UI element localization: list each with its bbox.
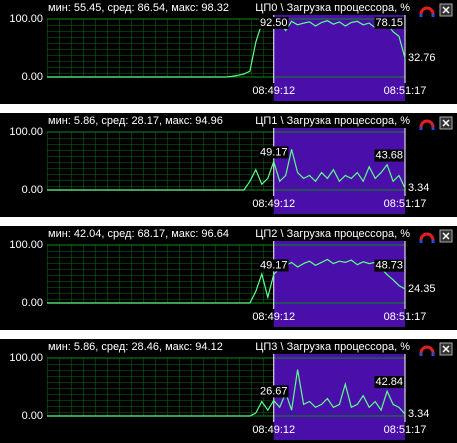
magnet-icon-red [419, 119, 435, 128]
value-label-background [374, 259, 404, 272]
y-tick-label: 0.00 [22, 184, 43, 196]
value-label-background [258, 259, 289, 272]
value-label: 26.67 [260, 385, 288, 397]
panel: 100.00 0.00 08:49:12 08:51:17 49.17 43.68 3.34… [0, 113, 457, 217]
y-tick-label: 100.00 [9, 13, 43, 25]
value-label-background [258, 146, 289, 159]
value-label-background [258, 385, 289, 398]
stats-text: мин: 5.86, сред: 28.46, макс: 94.12 [48, 341, 223, 353]
cpu-load-line [47, 258, 406, 304]
y-tick-label: 100.00 [9, 126, 43, 138]
value-label-background [407, 181, 431, 194]
panel-title: ЦП3 \ Загрузка процессора, % [255, 341, 410, 353]
value-label-background [374, 16, 404, 29]
cpu-load-line [47, 149, 406, 191]
stats-text: мин: 55.45, сред: 86.54, макс: 98.32 [48, 2, 229, 14]
cursor-region [273, 241, 405, 327]
x-tick-label: 08:49:12 [252, 424, 295, 436]
x-tick-label: 08:51:17 [384, 424, 427, 436]
magnet-icon-red [419, 6, 435, 15]
value-label-background [407, 51, 437, 64]
panel-title: ЦП1 \ Загрузка процессора, % [255, 115, 410, 127]
value-label-background [258, 16, 289, 29]
value-label: 78.15 [375, 17, 403, 29]
value-label: 49.17 [260, 146, 288, 158]
panel-title: ЦП0 \ Загрузка процессора, % [255, 2, 410, 14]
value-label: 48.73 [375, 260, 403, 272]
close-icon-cross [442, 6, 450, 14]
y-tick-label: 100.00 [9, 352, 43, 364]
value-label: 42.84 [375, 376, 403, 388]
x-tick-label: 08:49:12 [252, 311, 295, 323]
y-tick-label: 0.00 [22, 410, 43, 422]
value-label: 24.35 [408, 283, 436, 295]
x-tick-label: 08:51:17 [384, 198, 427, 210]
cpu-load-line [47, 369, 406, 417]
value-label: 92.50 [260, 17, 288, 29]
y-tick-label: 0.00 [22, 297, 43, 309]
y-tick-label: 0.00 [22, 71, 43, 83]
x-tick-label: 08:51:17 [384, 85, 427, 97]
value-label: 43.68 [375, 150, 403, 162]
magnet-icon-blue [419, 353, 435, 356]
x-tick-label: 08:51:17 [384, 311, 427, 323]
value-label-background [407, 282, 437, 295]
panel: 100.00 0.00 08:49:12 08:51:17 92.50 78.15 32.7… [0, 0, 457, 104]
x-tick-label: 08:49:12 [252, 85, 295, 97]
cursor-region [273, 128, 405, 214]
stats-text: мин: 42.04, сред: 68.17, макс: 96.64 [48, 228, 229, 240]
panel-title: ЦП2 \ Загрузка процессора, % [255, 228, 410, 240]
cpu-load-line [47, 20, 406, 78]
x-tick-label: 08:49:12 [252, 198, 295, 210]
magnet-icon-blue [419, 127, 435, 130]
magnet-icon-blue [419, 14, 435, 17]
y-tick-label: 100.00 [9, 239, 43, 251]
magnet-icon-red [419, 232, 435, 241]
value-label: 3.34 [408, 182, 429, 194]
magnet-icon-blue [419, 240, 435, 243]
panel: 100.00 0.00 08:49:12 08:51:17 26.67 42.84 3.34… [0, 339, 457, 443]
cursor-region [273, 354, 405, 440]
close-icon-cross [442, 345, 450, 353]
magnet-icon-red [419, 345, 435, 354]
value-label: 3.34 [408, 408, 429, 420]
cursor-region [273, 15, 405, 101]
value-label: 32.76 [408, 52, 436, 64]
close-icon-cross [442, 119, 450, 127]
close-icon-cross [442, 232, 450, 240]
panel: 100.00 0.00 08:49:12 08:51:17 49.17 48.73 24.3… [0, 226, 457, 330]
stats-text: мин: 5.86, сред: 28.17, макс: 94.96 [48, 115, 223, 127]
value-label-background [407, 407, 431, 420]
value-label-background [374, 376, 404, 389]
value-label: 49.17 [260, 259, 288, 271]
value-label-background [374, 149, 404, 162]
